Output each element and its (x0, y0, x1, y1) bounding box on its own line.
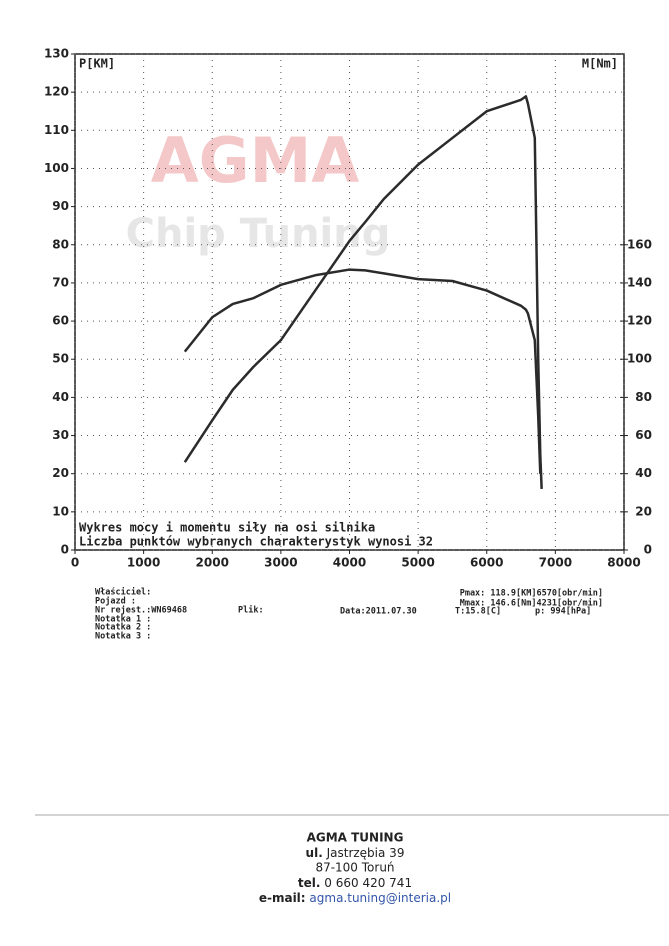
x-tick-label: 4000 (333, 556, 366, 570)
y-tick-label: 110 (44, 123, 69, 137)
y-tick-label: 0 (61, 543, 69, 557)
y2-axis-label: M[Nm] (582, 57, 618, 71)
footer-street: ul. Jastrzębia 39 (306, 846, 405, 860)
x-tick-label: 5000 (401, 556, 434, 570)
y2-tick-label: 100 (627, 352, 652, 366)
y-tick-label: 50 (52, 352, 69, 366)
y-tick-label: 120 (44, 85, 69, 99)
info-label: Pojazd : (95, 596, 136, 607)
y-tick-label: 40 (52, 390, 69, 404)
y-tick-label: 130 (44, 47, 69, 61)
info-label: Notatka 3 : (95, 632, 151, 642)
y-tick-label: 80 (52, 237, 69, 251)
label: e-mail: (259, 891, 306, 905)
value: 0 660 420 741 (324, 876, 412, 890)
info-value: Pmax: 118.9[KM]6570[obr/min] (460, 588, 603, 599)
value: agma.tuning@interia.pl (309, 891, 451, 905)
info-value: T:15.8[C] (455, 607, 501, 617)
footer-email: e-mail: agma.tuning@interia.pl (259, 891, 451, 905)
y-tick-label: 90 (52, 199, 69, 213)
info-label: Notatka 1 : (95, 615, 151, 625)
y-tick-label: 100 (44, 161, 69, 175)
info-value: Mmax: 146.6[Nm]4231[obr/min] (460, 598, 603, 609)
info-label: Nr rejest.:WN69468 (95, 605, 187, 616)
y2-tick-label: 60 (635, 428, 652, 442)
y-axis-label: P[KM] (79, 57, 115, 71)
x-tick-label: 6000 (470, 556, 503, 570)
info-value: p: 994[hPa] (535, 607, 591, 617)
info-label: Właściciel: (95, 587, 151, 598)
value: Jastrzębia 39 (326, 846, 405, 860)
x-tick-label: 7000 (539, 556, 572, 570)
annotation: Wykres mocy i momentu siły na osi silnik… (79, 521, 375, 535)
y2-tick-label: 20 (635, 504, 652, 518)
x-tick-label: 0 (71, 556, 79, 570)
y2-tick-label: 140 (627, 275, 652, 289)
y-tick-label: 60 (52, 314, 69, 328)
y2-tick-label: 80 (635, 390, 652, 404)
label: ul. (306, 846, 323, 860)
y-tick-label: 30 (52, 428, 69, 442)
x-tick-label: 1000 (127, 556, 160, 570)
y2-tick-label: 160 (627, 237, 652, 251)
x-tick-label: 3000 (264, 556, 297, 570)
watermark: Chip Tuning (126, 211, 391, 257)
y-tick-label: 70 (52, 275, 69, 289)
y2-tick-label: 120 (627, 314, 652, 328)
info-label: Plik: (238, 605, 264, 616)
info-value: Data:2011.07.30 (340, 607, 417, 617)
info-label: Notatka 2 : (95, 623, 151, 633)
y-tick-label: 10 (52, 504, 69, 518)
footer-name: AGMA TUNING (307, 831, 404, 845)
watermark: AGMA (151, 124, 360, 197)
footer-tel: tel. 0 660 420 741 (298, 876, 412, 890)
x-tick-label: 2000 (196, 556, 229, 570)
y2-tick-label: 40 (635, 466, 652, 480)
x-tick-label: 8000 (607, 556, 640, 570)
annotation: Liczba punktów wybranych charakterystyk … (79, 535, 433, 549)
series-line (183, 268, 542, 474)
label: tel. (298, 876, 321, 890)
y2-tick-label: 0 (644, 543, 652, 557)
y-tick-label: 20 (52, 466, 69, 480)
series-line (183, 95, 543, 490)
footer-city: 87-100 Toruń (315, 861, 394, 875)
